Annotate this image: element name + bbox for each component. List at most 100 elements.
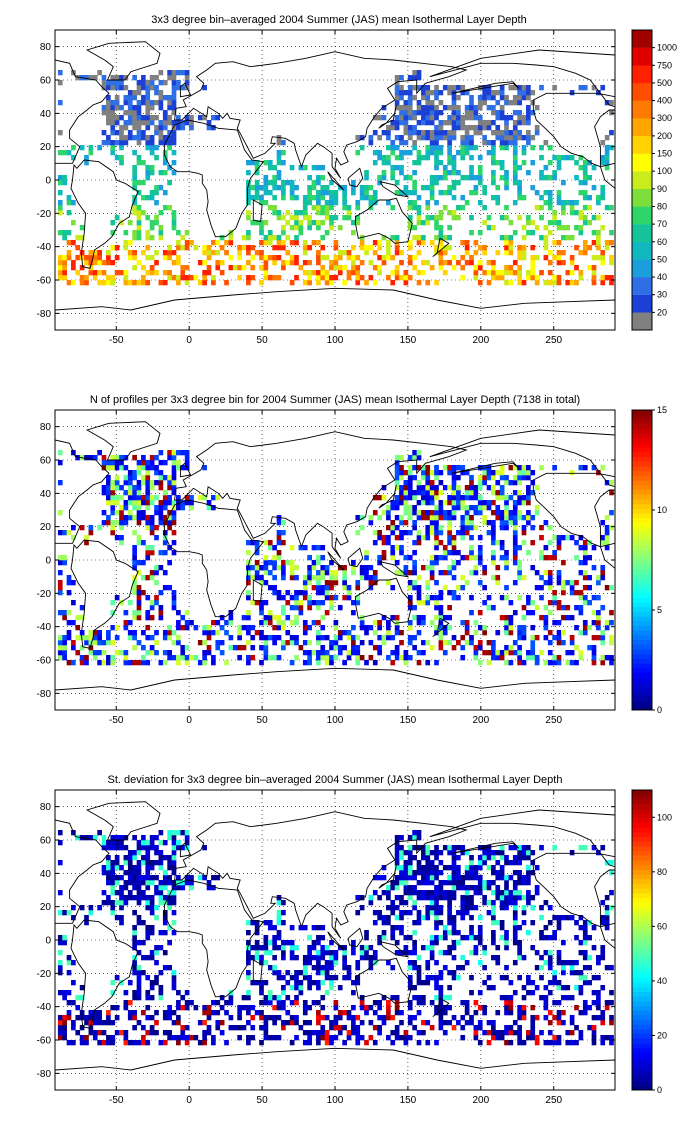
data-cell — [609, 1040, 614, 1046]
data-cell — [482, 270, 487, 276]
data-cell — [390, 235, 396, 241]
data-cell — [390, 635, 396, 641]
data-cell — [372, 910, 378, 916]
data-cell — [127, 1015, 133, 1021]
data-cell — [211, 115, 216, 121]
data-cell — [526, 930, 531, 936]
data-cell — [110, 660, 116, 666]
data-cell — [136, 215, 142, 221]
data-cell — [302, 975, 308, 981]
data-cell — [71, 960, 76, 966]
data-cell — [254, 165, 260, 171]
data-cell — [149, 900, 155, 906]
data-cell — [547, 575, 553, 581]
data-cell — [491, 1035, 496, 1041]
data-cell — [123, 280, 129, 286]
data-cell — [547, 990, 553, 996]
data-cell — [381, 1020, 387, 1026]
data-cell — [469, 895, 474, 901]
data-cell — [486, 95, 492, 101]
data-cell — [259, 580, 264, 586]
mean-ild-chart: 3x3 degree bin–averaged 2004 Summer (JAS… — [37, 14, 677, 346]
data-cell — [591, 595, 597, 601]
data-cell — [434, 905, 439, 911]
data-cell — [337, 985, 343, 991]
data-cell — [254, 925, 260, 931]
data-cell — [171, 125, 177, 131]
data-cell — [311, 600, 317, 606]
colorbar-tick-label: 80 — [657, 201, 667, 211]
data-cell — [543, 1040, 549, 1046]
data-cell — [578, 535, 584, 541]
data-cell — [320, 585, 326, 591]
data-cell — [154, 115, 159, 121]
data-cell — [591, 660, 597, 666]
data-cell — [609, 1035, 614, 1041]
data-cell — [66, 630, 72, 636]
data-cell — [324, 275, 330, 281]
data-cell — [281, 1005, 286, 1011]
data-cell — [311, 545, 317, 551]
data-cell — [307, 260, 312, 266]
data-cell — [127, 470, 133, 476]
data-cell — [162, 150, 168, 156]
data-cell — [394, 125, 400, 131]
data-cell — [154, 630, 159, 636]
data-cell — [359, 525, 365, 531]
data-cell — [429, 490, 435, 496]
data-cell — [184, 230, 190, 236]
coastline — [55, 667, 615, 710]
data-cell — [267, 240, 273, 246]
data-cell — [425, 200, 431, 206]
data-cell — [539, 205, 544, 211]
data-cell — [469, 475, 474, 481]
data-cell — [416, 100, 422, 106]
data-cell — [429, 135, 435, 141]
data-cell — [149, 875, 155, 881]
data-cell — [386, 130, 391, 136]
data-cell — [407, 100, 413, 106]
data-cell — [320, 220, 326, 226]
data-cell — [473, 115, 479, 121]
data-cell — [132, 575, 137, 581]
data-cell — [136, 975, 142, 981]
data-cell — [57, 590, 63, 596]
data-cell — [504, 620, 509, 626]
data-cell — [311, 585, 317, 591]
data-cell — [504, 250, 509, 256]
data-cell — [499, 495, 505, 501]
data-cell — [127, 890, 133, 896]
data-cell — [556, 915, 562, 921]
data-cell — [407, 910, 413, 916]
colorbar-tick-label: 15 — [657, 405, 667, 415]
data-cell — [294, 970, 299, 976]
data-cell — [372, 130, 378, 136]
data-cell — [434, 465, 439, 471]
data-cell — [176, 1015, 181, 1021]
data-cell — [149, 550, 155, 556]
data-cell — [416, 870, 422, 876]
data-cell — [429, 570, 435, 576]
data-cell — [517, 945, 522, 951]
data-cell — [176, 620, 181, 626]
data-cell — [416, 895, 422, 901]
data-cell — [145, 660, 151, 666]
data-cell — [456, 180, 461, 186]
data-cell — [421, 130, 426, 136]
data-cell — [237, 630, 242, 636]
data-cell — [556, 640, 562, 646]
data-cell — [259, 600, 264, 606]
data-cell — [79, 655, 85, 661]
data-cell — [464, 1000, 470, 1006]
data-cell — [578, 210, 584, 216]
data-cell — [57, 480, 63, 486]
data-cell — [167, 270, 172, 276]
data-cell — [477, 165, 483, 171]
data-cell — [442, 85, 448, 91]
data-cell — [399, 465, 404, 471]
data-cell — [272, 575, 277, 581]
data-cell — [307, 555, 312, 561]
data-cell — [556, 540, 562, 546]
data-cell — [504, 895, 509, 901]
data-cell — [547, 230, 553, 236]
